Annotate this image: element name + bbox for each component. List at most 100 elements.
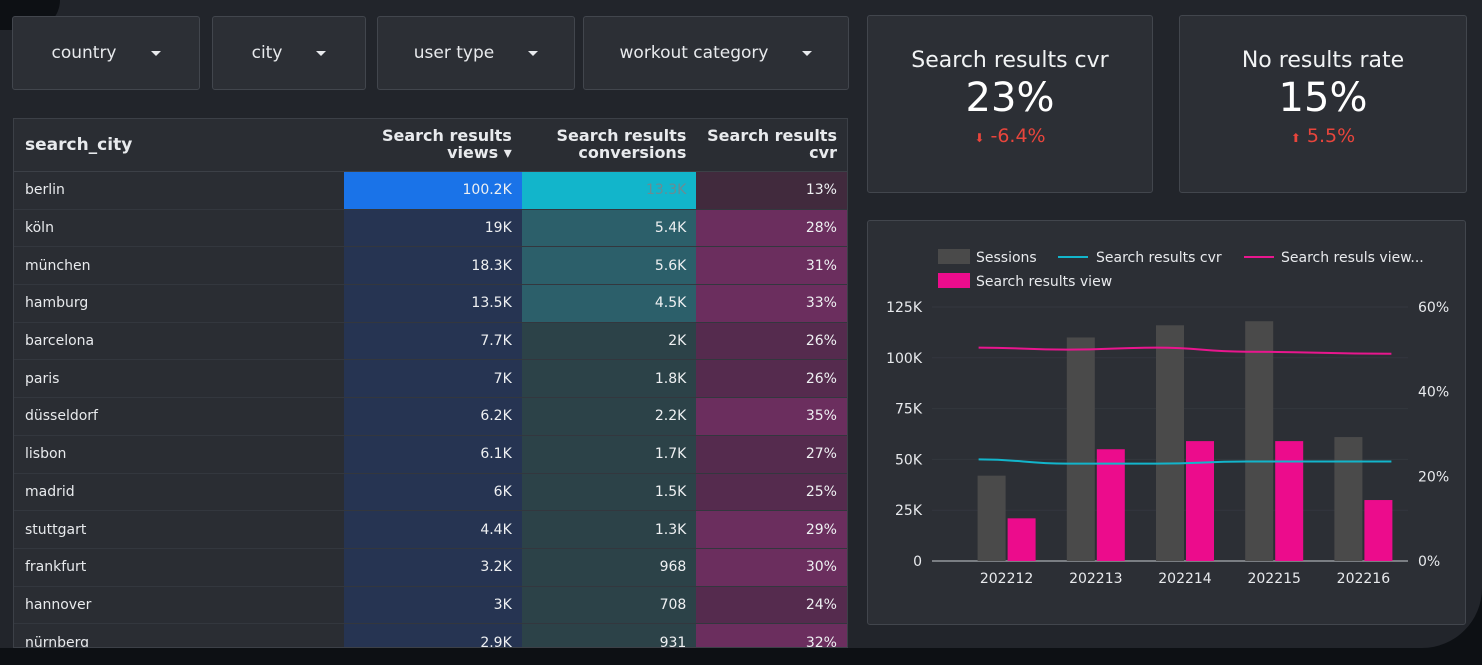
cell-views: 18.3K (344, 247, 522, 285)
cell-views: 100.2K (344, 172, 522, 209)
cell-conversions: 4.5K (521, 285, 697, 322)
table-row[interactable]: hannover 3K 708 24% (14, 586, 847, 625)
table-row[interactable]: nürnberg 2.9K 931 32% (14, 624, 847, 648)
cell-city: nürnberg (25, 634, 90, 648)
cell-conversions: 5.6K (521, 247, 697, 285)
sessions-bar (1245, 321, 1274, 561)
y-left-tick-label: 125K (886, 300, 923, 316)
column-header-conversions[interactable]: Search results conversions (522, 119, 697, 171)
search-results-view-bar (1275, 441, 1304, 561)
header-line: Search results (707, 126, 837, 145)
legend-label-cvr: Search results cvr (1096, 250, 1222, 266)
y-right-tick-label: 0% (1418, 554, 1440, 570)
workout-category-filter[interactable]: workout category (583, 16, 849, 90)
cell-cvr: 33% (696, 285, 847, 322)
user-type-filter-label: user type (413, 43, 495, 63)
cell-city: stuttgart (25, 521, 87, 538)
cell-cvr: 29% (696, 511, 847, 548)
x-tick-label: 202214 (1158, 571, 1212, 587)
cell-cvr: 27% (696, 435, 847, 473)
sessions-bar (1334, 437, 1363, 561)
cell-city: hamburg (25, 295, 89, 312)
x-tick-label: 202215 (1247, 571, 1300, 587)
y-right-tick-label: 40% (1418, 385, 1449, 401)
table-row[interactable]: köln 19K 5.4K 28% (14, 209, 847, 248)
cell-conversions: 931 (521, 624, 697, 647)
cell-cvr: 13% (696, 172, 847, 209)
x-tick-label: 202212 (980, 571, 1033, 587)
chevron-down-icon (528, 50, 539, 56)
y-right-tick-label: 60% (1418, 300, 1449, 316)
y-left-tick-label: 0 (913, 554, 922, 570)
cell-cvr: 32% (696, 624, 847, 647)
cell-conversions: 1.3K (521, 511, 697, 548)
cell-cvr: 30% (696, 548, 847, 586)
kpi-value: 23% (965, 75, 1055, 121)
kpi-delta: ⬆ 5.5% (1180, 125, 1466, 147)
kpi-delta-value: -6.4% (990, 125, 1046, 147)
sessions-chart: 0 25K 50K 75K 100K 125K 0% 20% 40% 60% 202212 20221… (867, 220, 1466, 625)
header-line: Search results (556, 126, 687, 145)
table-row[interactable]: stuttgart 4.4K 1.3K 29% (14, 511, 847, 549)
y-left-tick-label: 100K (886, 351, 923, 367)
table-row[interactable]: hamburg 13.5K 4.5K 33% (14, 285, 847, 323)
kpi-title: Search results cvr (911, 48, 1109, 73)
search-results-cvr-line (978, 458, 1392, 465)
search-results-view-bar (1364, 500, 1393, 561)
sessions-bar (1156, 325, 1184, 561)
legend-label-views-bar: Search results view (976, 274, 1112, 290)
cell-conversions: 2K (521, 322, 697, 360)
chevron-down-icon (802, 51, 813, 56)
cell-city: berlin (25, 182, 65, 199)
cell-conversions: 1.8K (521, 360, 697, 398)
cell-city: köln (25, 220, 54, 237)
user-type-filter[interactable]: user type (377, 16, 575, 90)
table-row[interactable]: düsseldorf 6.2K 2.2K 35% (14, 398, 847, 436)
kpi-card-no-results-rate: No results rate 15% ⬆ 5.5% (1179, 15, 1467, 193)
header-line: conversions (578, 143, 687, 162)
cell-views: 6K (344, 473, 522, 511)
kpi-value: 15% (1278, 75, 1368, 121)
kpi-title: No results rate (1241, 48, 1405, 73)
sessions-bar (1066, 337, 1095, 561)
table-row[interactable]: münchen 18.3K 5.6K 31% (14, 247, 847, 286)
cell-conversions: 708 (521, 586, 697, 624)
table-row[interactable]: madrid 6K 1.5K 25% (14, 473, 847, 512)
y-right-tick-label: 20% (1418, 469, 1449, 485)
x-tick-label: 202213 (1069, 571, 1122, 587)
table-row[interactable]: berlin 100.2K 13.3K 13% (14, 172, 847, 210)
city-filter[interactable]: city (212, 16, 366, 90)
cell-views: 3K (344, 586, 522, 624)
chart-svg: 0 25K 50K 75K 100K 125K 0% 20% 40% 60% 202212 20221… (886, 249, 1449, 587)
search-results-view-bar (1007, 518, 1036, 561)
cell-views: 6.1K (344, 435, 522, 473)
chevron-down-icon (316, 50, 327, 56)
column-header-views[interactable]: Search results views ▾ (344, 119, 522, 171)
y-left-tick-label: 50K (895, 452, 923, 468)
cell-views: 3.2K (344, 548, 522, 586)
y-left-tick-label: 75K (895, 402, 923, 418)
legend-label-views-line: Search resuls view... (1281, 250, 1424, 266)
table-row[interactable]: paris 7K 1.8K 26% (14, 360, 847, 399)
table-body: berlin 100.2K 13.3K 13% köln 19K 5.4K 28% münche… (14, 172, 847, 648)
legend-label-sessions: Sessions (976, 250, 1037, 266)
cell-cvr: 24% (696, 586, 847, 624)
cell-views: 19K (344, 209, 522, 247)
cell-views: 4.4K (344, 511, 522, 548)
cell-cvr: 26% (696, 322, 847, 360)
cell-views: 6.2K (344, 398, 522, 435)
kpi-card-search-cvr: Search results cvr 23% ⬇ -6.4% (867, 15, 1153, 193)
cell-city: barcelona (25, 333, 95, 350)
country-filter[interactable]: country (12, 16, 200, 90)
table-row[interactable]: lisbon 6.1K 1.7K 27% (14, 435, 847, 474)
cell-conversions: 968 (521, 548, 697, 586)
cell-conversions: 5.4K (521, 209, 697, 247)
column-header-search-city[interactable]: search_city (25, 135, 133, 155)
cell-cvr: 25% (696, 473, 847, 511)
column-header-cvr[interactable]: Search results cvr (696, 119, 847, 171)
cell-conversions: 13.3K (521, 172, 697, 209)
cell-conversions: 2.2K (521, 398, 697, 435)
cell-cvr: 28% (696, 209, 847, 247)
table-row[interactable]: barcelona 7.7K 2K 26% (14, 322, 847, 361)
table-row[interactable]: frankfurt 3.2K 968 30% (14, 548, 847, 587)
